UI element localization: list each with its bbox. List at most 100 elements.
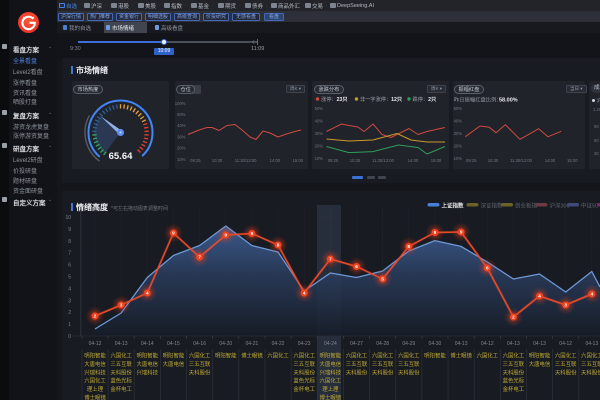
- svg-text:04-20: 04-20: [219, 341, 232, 347]
- svg-text:50%: 50%: [315, 106, 324, 111]
- svg-text:三五互联: 三五互联: [372, 360, 394, 368]
- svg-text:六国化工: 六国化工: [372, 352, 394, 360]
- svg-text:10%: 10%: [315, 156, 324, 161]
- svg-text:2: 2: [94, 314, 97, 319]
- svg-text:六国化工: 六国化工: [476, 352, 498, 360]
- svg-text:30%: 30%: [315, 131, 324, 136]
- svg-text:6: 6: [68, 263, 71, 269]
- svg-text:04-13: 04-13: [507, 341, 520, 347]
- svg-text:50%: 50%: [454, 106, 463, 111]
- svg-text:09:25: 09:25: [190, 158, 201, 163]
- svg-text:04-28: 04-28: [376, 341, 389, 347]
- svg-text:5: 5: [381, 277, 384, 282]
- svg-text:兴瑞科技: 兴瑞科技: [137, 368, 159, 376]
- svg-text:天科股份: 天科股份: [110, 368, 132, 376]
- svg-text:04-12: 04-12: [559, 341, 572, 347]
- svg-text:7: 7: [68, 251, 71, 257]
- svg-text:09:25: 09:25: [466, 158, 477, 163]
- svg-text:跌停：2只: 跌停：2只: [413, 95, 437, 103]
- svg-text:3: 3: [564, 303, 567, 308]
- svg-text:04-12: 04-12: [89, 341, 102, 347]
- svg-text:9: 9: [224, 233, 227, 238]
- svg-text:4: 4: [303, 291, 306, 296]
- svg-text:天科股份: 天科股份: [581, 368, 600, 376]
- svg-text:博士眼镜: 博士眼镜: [450, 352, 472, 360]
- svg-text:蓝色光标: 蓝色光标: [293, 377, 315, 385]
- svg-text:明阳智能: 明阳智能: [320, 352, 342, 360]
- svg-text:深证指数: 深证指数: [481, 202, 504, 210]
- svg-text:三五互联: 三五互联: [503, 360, 525, 368]
- svg-text:3: 3: [68, 298, 71, 304]
- svg-text:04-13: 04-13: [455, 341, 468, 347]
- svg-text:天科股份: 天科股份: [189, 368, 211, 376]
- svg-text:理上理: 理上理: [87, 385, 104, 393]
- svg-text:4: 4: [591, 292, 594, 297]
- svg-text:三五互联: 三五互联: [581, 360, 600, 368]
- svg-text:天科股份: 天科股份: [346, 368, 368, 376]
- svg-text:14:00: 14:00: [408, 158, 419, 163]
- svg-text:50%: 50%: [177, 112, 186, 117]
- svg-text:1: 1: [68, 322, 71, 328]
- svg-text:大唐电信: 大唐电信: [529, 360, 551, 368]
- svg-text:三五互联: 三五互联: [293, 360, 315, 368]
- svg-text:博士眼镜: 博士眼镜: [241, 352, 263, 360]
- svg-text:11:30/13:00: 11:30/13:00: [510, 158, 532, 163]
- svg-text:10%: 10%: [454, 156, 463, 161]
- svg-text:非一字涨停：12只: 非一字涨停：12只: [360, 95, 403, 103]
- svg-text:涨停：23只: 涨停：23只: [321, 95, 348, 103]
- svg-text:14:00: 14:00: [270, 158, 281, 163]
- svg-text:04-13: 04-13: [585, 341, 598, 347]
- svg-text:2: 2: [512, 315, 515, 320]
- svg-text:金杯电工: 金杯电工: [293, 385, 315, 393]
- svg-text:04-15: 04-15: [167, 341, 180, 347]
- svg-text:7: 7: [198, 255, 201, 260]
- svg-text:7: 7: [329, 257, 332, 262]
- svg-text:11:30/13:00: 11:30/13:00: [235, 158, 257, 163]
- svg-text:明阳智能: 明阳智能: [424, 352, 446, 360]
- svg-text:六国化工: 六国化工: [555, 352, 577, 360]
- svg-text:大唐电信: 大唐电信: [84, 360, 106, 368]
- svg-text:30%: 30%: [177, 134, 186, 139]
- svg-text:04-13: 04-13: [115, 341, 128, 347]
- svg-text:04-23: 04-23: [298, 341, 311, 347]
- svg-text:04-22: 04-22: [272, 341, 285, 347]
- svg-text:10:30: 10:30: [488, 158, 499, 163]
- svg-text:六国化工: 六国化工: [320, 377, 342, 385]
- svg-text:六国化工: 六国化工: [346, 352, 368, 360]
- svg-text:8: 8: [68, 239, 71, 245]
- svg-text:20%: 20%: [177, 146, 186, 151]
- svg-text:明阳智能: 明阳智能: [137, 352, 159, 360]
- svg-text:兴瑞科技: 兴瑞科技: [84, 368, 106, 376]
- svg-text:三五互联: 三五互联: [398, 360, 420, 368]
- svg-text:金杯电工: 金杯电工: [110, 385, 132, 393]
- svg-text:6: 6: [355, 264, 358, 269]
- svg-text:昨日振幅红盘比例：: 昨日振幅红盘比例：: [454, 96, 502, 104]
- svg-text:09:25: 09:25: [328, 158, 339, 163]
- svg-text:天科股份: 天科股份: [555, 368, 577, 376]
- svg-text:六国化工: 六国化工: [398, 352, 420, 360]
- svg-text:40%: 40%: [315, 118, 324, 123]
- svg-text:大唐电信: 大唐电信: [320, 360, 342, 368]
- svg-text:04-24: 04-24: [324, 341, 337, 347]
- svg-text:理上理: 理上理: [322, 385, 339, 393]
- svg-text:博士眼镜: 博士眼镜: [320, 394, 342, 400]
- svg-text:04-13: 04-13: [533, 341, 546, 347]
- svg-text:4: 4: [538, 294, 541, 299]
- svg-text:大唐电信: 大唐电信: [137, 360, 159, 368]
- svg-text:天科股份: 天科股份: [372, 368, 394, 376]
- svg-text:4: 4: [68, 286, 71, 292]
- svg-text:兴瑞科技: 兴瑞科技: [320, 368, 342, 376]
- svg-text:金杯电工: 金杯电工: [503, 385, 525, 393]
- svg-text:100%: 100%: [175, 101, 186, 106]
- svg-text:六国化工: 六国化工: [581, 352, 600, 360]
- svg-text:14:00: 14:00: [545, 158, 556, 163]
- svg-text:9: 9: [434, 230, 437, 235]
- svg-text:三五互联: 三五互联: [346, 360, 368, 368]
- svg-text:8: 8: [277, 243, 280, 248]
- svg-text:天科股份: 天科股份: [398, 368, 420, 376]
- svg-text:沪深300: 沪深300: [550, 202, 570, 210]
- svg-text:六国化工: 六国化工: [267, 352, 289, 360]
- svg-text:六国化工: 六国化工: [293, 352, 315, 360]
- svg-text:9: 9: [68, 227, 71, 233]
- svg-text:20%: 20%: [454, 143, 463, 148]
